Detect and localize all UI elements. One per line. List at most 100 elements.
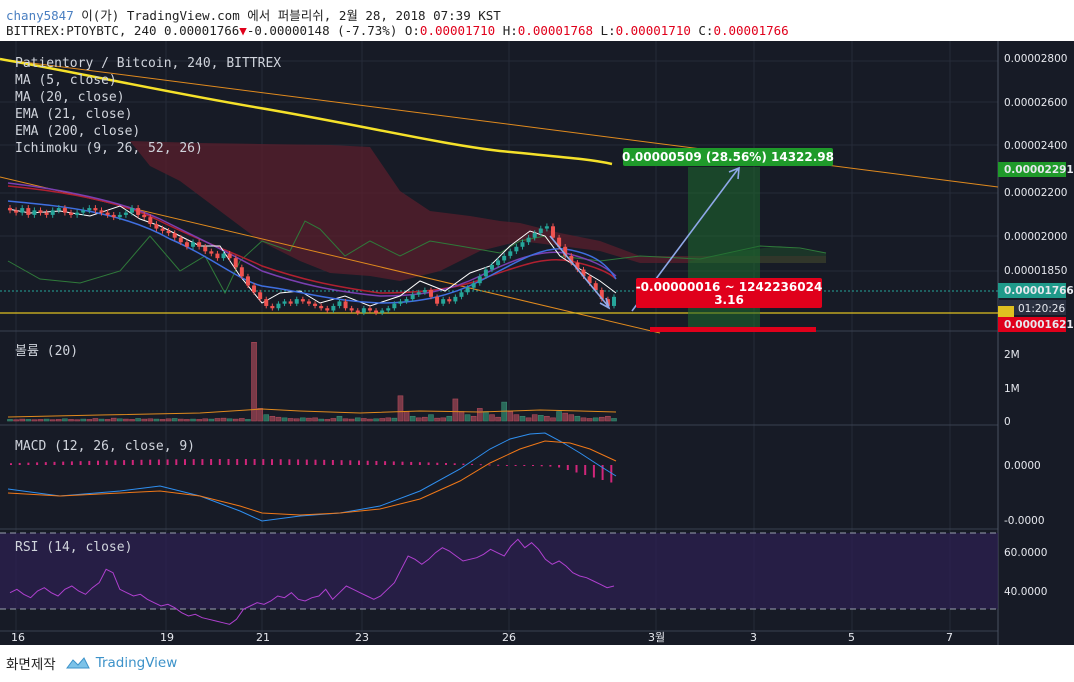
high-label: H:	[495, 23, 518, 38]
volume-bar	[190, 418, 196, 422]
candle-body	[343, 301, 348, 309]
volume-bar	[165, 418, 172, 422]
candle-body	[374, 310, 379, 313]
candle-body	[581, 269, 586, 277]
volume-bar	[562, 412, 568, 422]
time-tick: 3월	[648, 631, 665, 644]
macd-histogram-bar	[79, 461, 82, 465]
macd-histogram-bar	[349, 460, 352, 465]
volume-bar	[141, 418, 148, 422]
volume-bar	[446, 415, 453, 422]
candle-body	[32, 210, 37, 215]
drop-arrow-line	[549, 235, 609, 307]
candle-body	[337, 301, 342, 306]
legend-ema200[interactable]: EMA (200, close)	[15, 124, 140, 139]
ichimoku-span-a	[7, 220, 827, 295]
volume-bar	[86, 419, 93, 422]
open-label: O:	[397, 23, 420, 38]
volume-bar	[129, 419, 135, 422]
candle-body	[502, 255, 507, 261]
macd-histogram-bar	[114, 460, 117, 465]
price-axis[interactable]: 0.00002800 0.00002600 0.00002400 0.00002…	[1004, 53, 1067, 277]
macd-histogram-bar	[323, 459, 326, 465]
rsi-line	[9, 538, 615, 625]
macd-histogram-bar	[18, 462, 21, 465]
candle-body	[172, 233, 177, 238]
candle-body	[56, 208, 61, 211]
tradingview-link[interactable]: TradingView	[65, 655, 177, 671]
chart-svg[interactable]: 0.00000509 (28.56%) 14322.98 -0.00000016…	[0, 41, 1074, 645]
candle-body	[300, 299, 305, 302]
macd-histogram-bar	[27, 462, 30, 465]
author-link[interactable]: chany5847	[6, 8, 74, 23]
candle-body	[508, 251, 513, 256]
volume-bar	[611, 418, 617, 422]
macd-histogram-bar	[140, 459, 143, 465]
chart-area[interactable]: 0.00000509 (28.56%) 14322.98 -0.00000016…	[0, 41, 1074, 645]
volume-tick: 2M	[1004, 349, 1020, 361]
legend-ema21[interactable]: EMA (21, close)	[15, 107, 132, 122]
down-arrow-icon: ▼	[239, 23, 247, 38]
macd-label[interactable]: MACD (12, 26, close, 9)	[15, 439, 195, 454]
symbol-info: BITTREX:PTOYBTC, 240 0.00001766▼-0.00000…	[6, 23, 789, 38]
macd-histogram-bar	[53, 461, 56, 465]
volume-bar	[104, 419, 111, 422]
legend-ichimoku[interactable]: Ichimoku (9, 26, 52, 26)	[15, 141, 203, 156]
volume-bar	[208, 418, 215, 422]
macd-histogram-bar	[297, 459, 300, 465]
candle-body	[136, 208, 141, 215]
macd-histogram-bar	[288, 459, 291, 465]
blue-line	[7, 200, 617, 304]
volume-bar	[171, 418, 178, 422]
candle-body	[197, 242, 202, 247]
volume-bar	[348, 418, 355, 422]
volume-bar	[19, 418, 26, 422]
macd-histogram-bar	[244, 459, 247, 465]
macd-histogram-bar	[36, 462, 39, 465]
volume-bar	[281, 417, 288, 422]
time-axis[interactable]: 16 19 21 23 26 3월 3 5 7	[11, 631, 953, 644]
volume-label[interactable]: 볼륨 (20)	[15, 344, 78, 359]
candle-body	[453, 296, 458, 302]
macd-histogram-bar	[453, 463, 456, 465]
volume-bar	[452, 398, 459, 422]
candle-body	[111, 214, 116, 218]
time-tick: 3	[750, 631, 757, 644]
close-value: 0.00001766	[713, 23, 789, 38]
legend-ma20[interactable]: MA (20, close)	[15, 90, 125, 105]
volume-bar	[263, 414, 270, 422]
drop-label-line1: -0.00000016 ~ 1242236024	[636, 280, 823, 294]
volume-bar	[586, 418, 593, 422]
volume-bar	[306, 417, 312, 422]
macd-histogram	[10, 459, 613, 483]
candle-body	[215, 253, 220, 259]
price-tick: 0.00002000	[1004, 231, 1067, 243]
volume-bar	[318, 418, 324, 422]
volume-bar	[147, 418, 154, 422]
volume-bar	[556, 411, 562, 422]
ma20-line	[7, 182, 617, 297]
candle-body	[331, 305, 336, 311]
candle-body	[20, 208, 25, 213]
price-tick: 0.00001850	[1004, 265, 1067, 277]
drop-label-line2: 3.16	[714, 293, 744, 307]
candle-body	[593, 283, 598, 291]
candle-body	[526, 237, 531, 243]
macd-histogram-bar	[10, 463, 12, 465]
volume-bar	[92, 418, 99, 422]
volume-bar	[403, 411, 410, 422]
macd-histogram-bar	[410, 461, 413, 465]
candle-body	[538, 228, 543, 234]
macd-histogram-bar	[44, 462, 47, 465]
volume-bar	[385, 417, 392, 422]
volume-bar	[379, 418, 385, 422]
legend-ma5[interactable]: MA (5, close)	[15, 73, 117, 88]
publish-text: 이(가) TradingView.com 에서 퍼블리쉬, 2월 28, 201…	[73, 8, 501, 23]
volume-bar	[56, 419, 62, 422]
volume-bar	[324, 419, 331, 422]
rsi-label[interactable]: RSI (14, close)	[15, 540, 132, 555]
volume-bar	[440, 417, 446, 422]
volume-bar	[293, 418, 300, 422]
volume-bar	[214, 418, 221, 422]
volume-bar	[574, 415, 581, 422]
